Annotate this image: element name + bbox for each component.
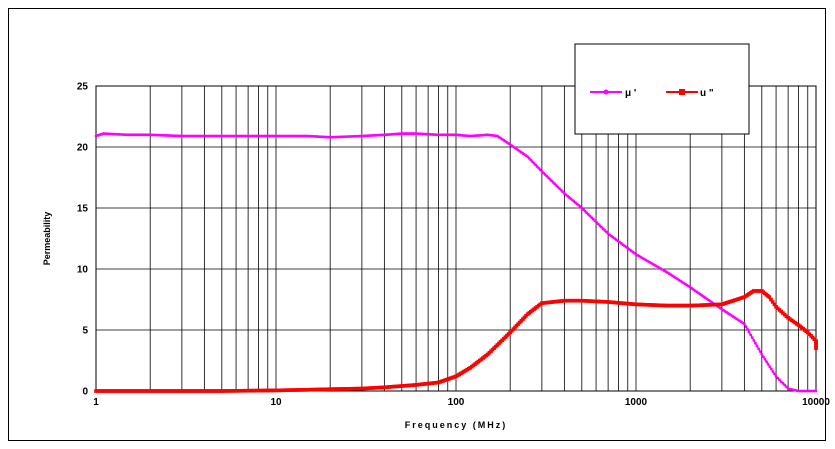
data-point [774,374,778,378]
data-point [763,357,767,361]
data-point [769,297,773,302]
y-tick-label: 20 [77,143,89,154]
y-tick-label: 5 [82,326,88,337]
data-point [773,372,776,376]
y-tick-label: 10 [77,265,89,276]
legend-item-2: u " [666,88,714,99]
data-point [749,333,753,337]
data-point [766,362,770,366]
data-point [755,344,759,348]
data-point [744,325,748,329]
data-point [771,370,775,373]
data-point [761,355,765,359]
data-point [754,341,757,345]
data-point [814,346,818,351]
data-point [757,347,761,351]
series-1 [94,132,818,393]
legend-label: μ ' [625,88,636,99]
data-point [779,380,783,383]
y-tick-label: 15 [77,204,89,215]
data-point [772,302,777,307]
legend-label: u " [700,88,714,99]
data-point [781,381,785,385]
legend: μ ' u " [574,43,750,135]
data-point [783,383,787,387]
tick-labels: 1 10 100 1000 10000 0 5 10 15 20 25 [77,82,830,409]
y-tick-label: 25 [77,82,89,93]
y-axis-title: Permeability [42,212,52,266]
y-tick-label: 0 [82,387,88,398]
x-axis-title: Frequency (MHz) [405,420,508,430]
legend-marker [679,89,685,95]
series-2 [94,289,818,393]
data-point [778,378,781,382]
data-point [784,385,788,389]
data-point [767,295,772,299]
legend-marker [603,89,609,95]
legend-item-1: μ ' [590,88,636,99]
series-layer [94,132,818,393]
data-point [752,339,756,342]
plot-area [95,85,817,392]
data-point [747,330,751,334]
data-point [776,376,780,380]
x-tick-label: 1000 [625,397,648,408]
data-point [742,322,746,326]
data-point [768,365,772,368]
data-point [746,328,749,331]
data-point [758,350,762,354]
x-tick-label: 10000 [802,397,830,408]
data-point [760,353,764,356]
data-point [814,389,818,393]
data-point [750,336,754,340]
x-tick-label: 100 [448,397,465,408]
x-tick-label: 1 [93,397,99,408]
x-tick-label: 10 [270,397,282,408]
data-point [770,300,775,304]
data-point [765,360,768,364]
legend-box [574,43,750,135]
data-point [769,367,773,371]
